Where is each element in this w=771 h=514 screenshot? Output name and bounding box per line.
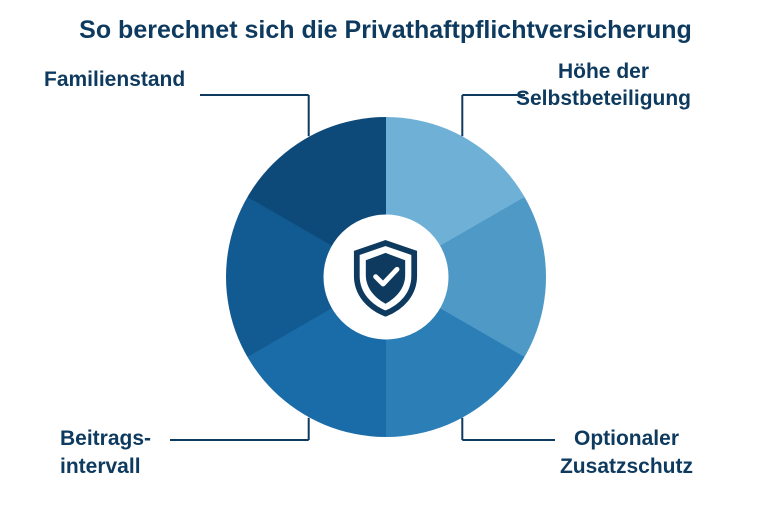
label-line: Selbstbeteiligung <box>516 85 691 112</box>
donut-ring <box>226 117 546 437</box>
label-line: Beitrags- <box>60 425 151 452</box>
donut-hole <box>323 215 448 340</box>
label-line: Zusatzschutz <box>560 453 693 480</box>
label-line: Höhe der <box>516 58 691 85</box>
label-familienstand: Familienstand <box>44 66 185 93</box>
label-line: Familienstand <box>44 66 185 93</box>
page-title: So berechnet sich die Privathaftpflichtv… <box>0 16 771 45</box>
label-beitragsintervall: Beitrags- intervall <box>60 425 151 480</box>
donut-chart <box>226 117 546 437</box>
label-zusatzschutz: Optionaler Zusatzschutz <box>560 425 693 480</box>
label-line: Optionaler <box>560 425 693 452</box>
shield-check-icon <box>345 236 427 318</box>
label-line: intervall <box>60 453 151 480</box>
label-selbstbeteiligung: Höhe der Selbstbeteiligung <box>516 58 691 113</box>
